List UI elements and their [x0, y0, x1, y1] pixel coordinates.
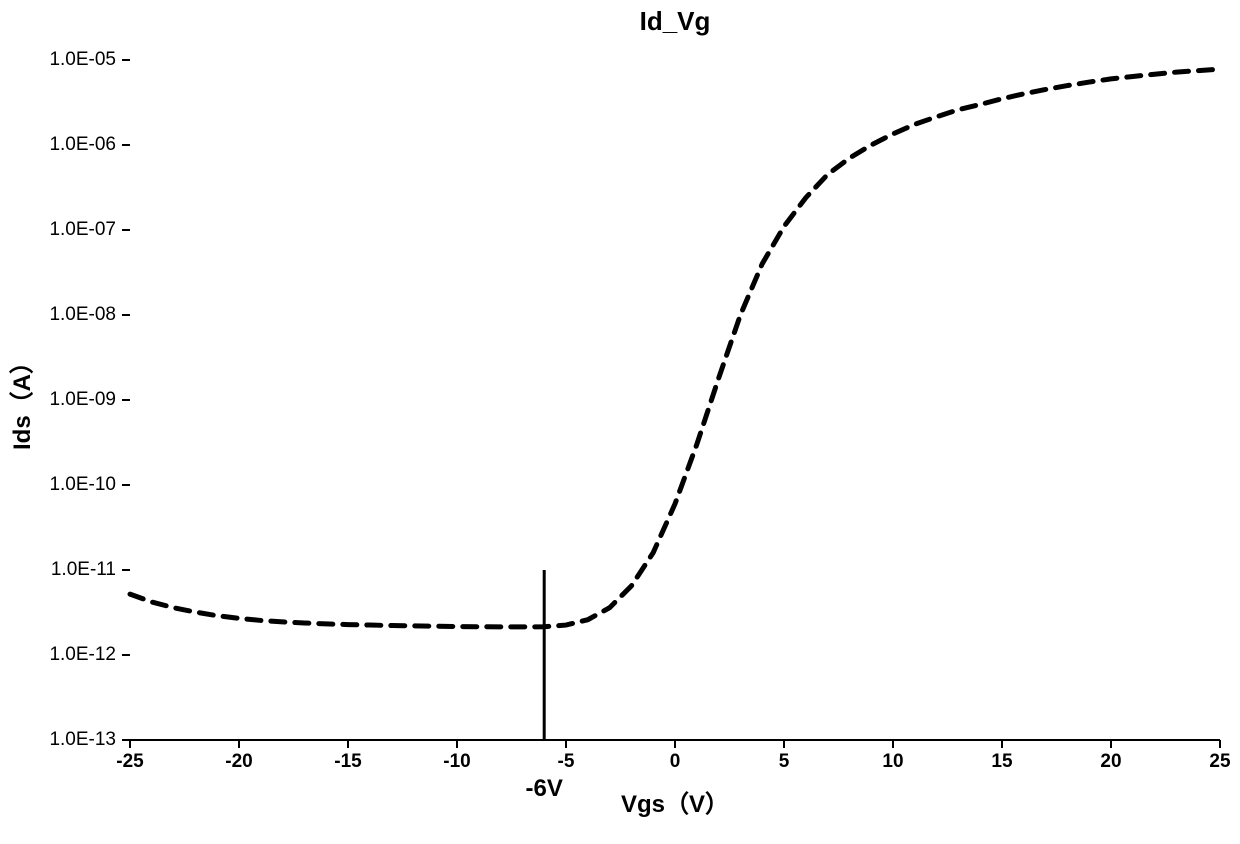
y-tick-label: 1.0E-09 — [49, 389, 116, 410]
x-tick-label: -5 — [558, 751, 575, 772]
x-tick-label: 25 — [1209, 751, 1231, 772]
x-tick-label: 5 — [779, 751, 790, 772]
y-tick-label: 1.0E-10 — [49, 474, 116, 495]
x-tick-label: -10 — [443, 751, 470, 772]
annotation-label: -6V — [526, 775, 563, 802]
x-axis: -25 -20 -15 -10 -5 0 5 10 15 20 25 — [116, 740, 1231, 772]
x-tick-label: 20 — [1100, 751, 1121, 772]
chart-svg: Id_Vg 1.0E-13 1.0E-12 1.0E-11 1.0E-10 1.0E-0… — [0, 0, 1240, 844]
chart-title: Id_Vg — [640, 6, 711, 36]
series-line — [130, 69, 1220, 627]
x-tick-label: 10 — [882, 751, 903, 772]
x-tick-label: -20 — [225, 751, 252, 772]
y-axis-label: Ids（A） — [9, 350, 36, 450]
x-tick-label: 0 — [670, 751, 681, 772]
y-tick-label: 1.0E-13 — [49, 729, 116, 750]
y-tick-label: 1.0E-06 — [49, 134, 116, 155]
y-tick-label: 1.0E-08 — [49, 304, 116, 325]
x-axis-label: Vgs（V） — [621, 791, 729, 818]
x-tick-label: -25 — [116, 751, 144, 772]
y-tick-label: 1.0E-12 — [49, 644, 116, 665]
x-tick-label: 15 — [991, 751, 1013, 772]
y-tick-label: 1.0E-05 — [49, 49, 116, 70]
chart-container: Id_Vg 1.0E-13 1.0E-12 1.0E-11 1.0E-10 1.0E-0… — [0, 0, 1240, 844]
y-axis: 1.0E-13 1.0E-12 1.0E-11 1.0E-10 1.0E-09 1.0E-… — [49, 49, 130, 750]
y-tick-label: 1.0E-11 — [51, 559, 116, 580]
x-tick-label: -15 — [334, 751, 362, 772]
y-tick-label: 1.0E-07 — [49, 219, 116, 240]
